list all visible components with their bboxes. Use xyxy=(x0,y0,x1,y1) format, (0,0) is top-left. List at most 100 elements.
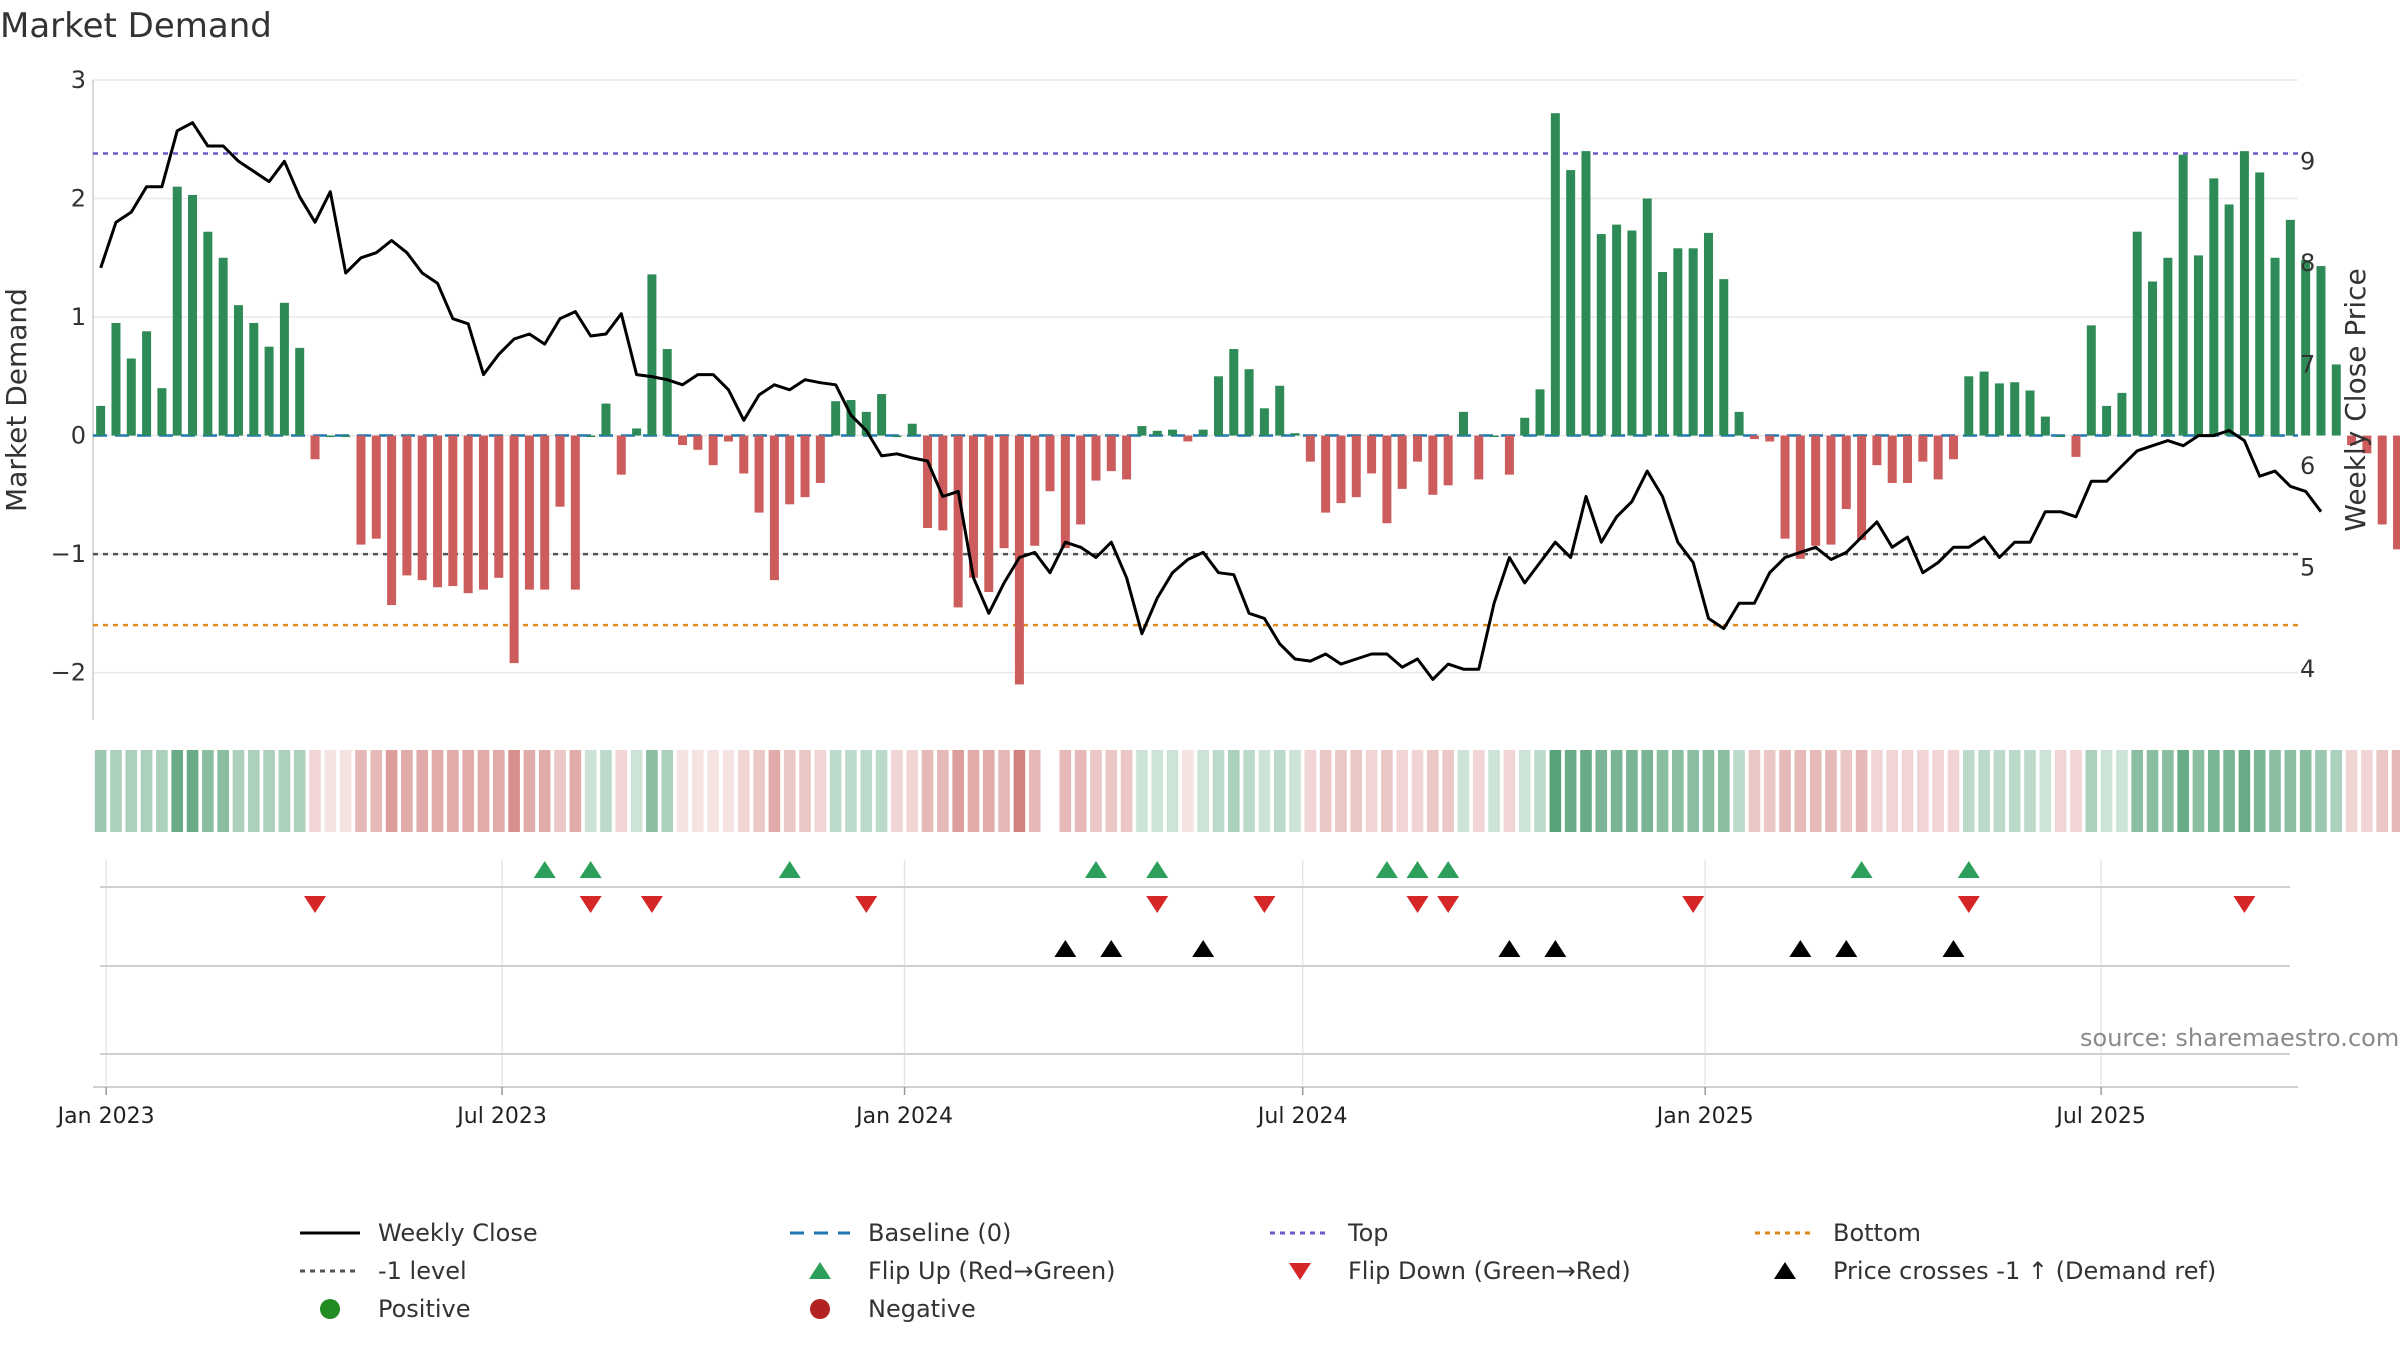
demand-bar xyxy=(907,423,917,436)
state-cell xyxy=(324,750,337,832)
state-cell xyxy=(814,750,827,832)
state-cell xyxy=(247,750,260,832)
flip-down-marker xyxy=(2233,896,2256,913)
demand-bar xyxy=(1382,435,1392,524)
state-cell xyxy=(1717,750,1730,832)
flip-up-marker xyxy=(1375,861,1398,878)
state-cell xyxy=(1350,750,1363,832)
state-cell xyxy=(2177,750,2189,832)
state-cell xyxy=(1411,750,1424,832)
demand-bar xyxy=(1535,389,1545,436)
demand-bar xyxy=(371,435,381,539)
demand-bar xyxy=(2148,281,2158,436)
state-cell xyxy=(202,750,214,832)
demand-bar xyxy=(2347,435,2357,446)
demand-bar xyxy=(1152,430,1162,436)
demand-bar xyxy=(953,435,963,608)
state-cell xyxy=(1365,750,1378,832)
demand-bar xyxy=(1566,170,1576,436)
state-cell xyxy=(676,750,689,832)
demand-bar xyxy=(1948,435,1958,460)
demand-bar xyxy=(1596,234,1606,436)
demand-bar xyxy=(1749,435,1759,440)
state-cell xyxy=(2024,750,2036,832)
flip-down-marker xyxy=(304,896,327,913)
demand-bar xyxy=(846,400,856,436)
state-cell xyxy=(937,750,949,832)
state-cell xyxy=(293,750,306,832)
demand-bar xyxy=(923,435,933,528)
demand-bar xyxy=(1857,435,1867,540)
demand-bar xyxy=(1428,435,1438,495)
state-cell xyxy=(1962,750,1975,832)
state-cell xyxy=(753,750,765,832)
demand-bar xyxy=(2056,435,2066,438)
state-cell xyxy=(584,750,597,832)
demand-bar xyxy=(2285,219,2295,436)
state-cell xyxy=(370,750,383,832)
demand-bar xyxy=(1811,435,1821,546)
circle-icon xyxy=(320,1299,340,1319)
state-cell xyxy=(2162,750,2174,832)
demand-bar xyxy=(984,435,994,592)
state-cell xyxy=(278,750,291,832)
circle-icon xyxy=(810,1299,830,1319)
demand-bar xyxy=(1275,385,1285,436)
state-cell xyxy=(1227,750,1240,832)
demand-bar xyxy=(723,435,733,442)
state-cell xyxy=(1595,750,1608,832)
state-cell xyxy=(2345,750,2358,832)
demand-bar xyxy=(96,405,106,436)
y-tick-label: 3 xyxy=(71,66,86,94)
demand-bar xyxy=(815,435,825,483)
y-tick-label: 2 xyxy=(71,185,86,213)
state-cell xyxy=(1534,750,1546,832)
state-cell xyxy=(554,750,566,832)
flip-down-marker xyxy=(1406,896,1429,913)
demand-bar xyxy=(2362,435,2372,454)
demand-bar xyxy=(1259,408,1269,436)
legend: Weekly Close Baseline (0) Top Bottom -1 leve… xyxy=(300,1215,2280,1335)
demand-bar xyxy=(2071,435,2081,457)
demand-bar xyxy=(524,435,534,590)
triangle-up-icon xyxy=(809,1262,831,1279)
demand-bar xyxy=(1106,435,1116,472)
state-cell xyxy=(661,750,674,832)
legend-item: Weekly Close xyxy=(300,1215,538,1251)
state-cell xyxy=(355,750,367,832)
state-cell xyxy=(2376,750,2389,832)
state-cell xyxy=(1733,750,1745,832)
price-cross-marker xyxy=(1835,940,1858,957)
demand-bar xyxy=(1612,224,1622,436)
state-cell xyxy=(2391,750,2400,832)
state-cell xyxy=(140,750,153,832)
state-cell xyxy=(2299,750,2312,832)
state-cell xyxy=(1763,750,1776,832)
legend-item: Flip Up (Red→Green) xyxy=(790,1253,1116,1289)
demand-bar xyxy=(233,305,243,436)
demand-bar xyxy=(1474,435,1484,480)
demand-bar xyxy=(295,347,305,436)
y-tick-label: 0 xyxy=(71,422,86,450)
flip-down-marker xyxy=(1437,896,1460,913)
state-cell xyxy=(1702,750,1715,832)
state-cell xyxy=(1564,750,1577,832)
state-cell xyxy=(2269,750,2281,832)
y2-tick-label: 9 xyxy=(2300,147,2315,175)
state-cell xyxy=(2253,750,2266,832)
state-cell xyxy=(1442,750,1454,832)
demand-bar xyxy=(2193,255,2203,436)
demand-bar xyxy=(1183,435,1193,442)
demand-bar xyxy=(1688,248,1698,436)
state-cell xyxy=(232,750,245,832)
demand-bar xyxy=(1780,435,1790,539)
state-cell xyxy=(1610,750,1623,832)
state-cell xyxy=(1518,750,1531,832)
flip-up-marker xyxy=(1957,861,1980,878)
state-cell xyxy=(156,750,168,832)
demand-bar xyxy=(1321,435,1331,513)
state-cell xyxy=(2100,750,2113,832)
state-cell xyxy=(630,750,643,832)
demand-bar xyxy=(540,435,550,590)
